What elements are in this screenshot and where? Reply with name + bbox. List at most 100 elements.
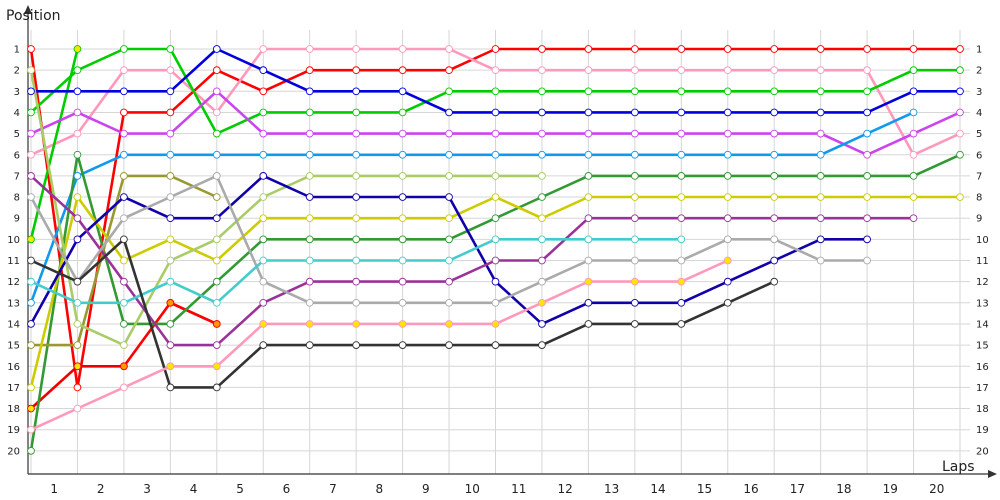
series-6-point (212, 129, 221, 138)
series-16-point (863, 214, 871, 223)
series-14-point (305, 172, 314, 180)
y-tick-label-left: 18 (7, 404, 20, 415)
y-tick-label-right: 2 (976, 66, 982, 77)
series-10-point (491, 150, 500, 159)
y-tick-label-left: 9 (14, 214, 20, 225)
series-13-point (630, 193, 639, 201)
series-17-point (27, 193, 35, 201)
series-18-point (259, 256, 268, 265)
series-5-point (863, 66, 871, 75)
series-15-point (491, 277, 500, 286)
series-11-point (166, 320, 175, 328)
series-18-point (584, 235, 593, 244)
series-5-point (166, 66, 175, 75)
y-axis-arrow (24, 5, 32, 14)
series-18-point (398, 256, 407, 265)
y-tick-label-right: 17 (976, 383, 989, 394)
series-6-point (73, 66, 82, 75)
series-8-point (305, 87, 314, 96)
series-6-point (863, 87, 871, 96)
series-21-point (398, 320, 407, 328)
y-tick-label-left: 20 (7, 446, 20, 457)
series-8-point (863, 108, 871, 117)
series-line-20 (30, 322, 265, 431)
series-16-point (259, 298, 268, 307)
series-8-point (352, 87, 361, 96)
x-tick-label: 1 (50, 482, 58, 496)
y-axis-label: Position (6, 8, 61, 24)
series-22-point (166, 362, 175, 371)
y-tick-label-right: 14 (976, 319, 989, 330)
y-tick-label-right: 10 (976, 235, 989, 246)
series-14-point (27, 66, 35, 75)
series-9-point (73, 108, 82, 117)
series-2-point (27, 404, 35, 413)
x-tick-label: 7 (329, 482, 337, 496)
series-19-point (398, 341, 407, 349)
series-1-point (677, 45, 686, 53)
series-19-point (677, 320, 686, 328)
series-9-point (816, 129, 825, 138)
y-tick-label-left: 3 (14, 87, 20, 98)
series-8-point (630, 108, 639, 117)
series-13-point (584, 193, 593, 201)
series-8-point (166, 87, 175, 96)
y-tick-label-right: 3 (976, 87, 982, 98)
series-6-point (816, 87, 825, 96)
series-5-point (584, 66, 593, 75)
series-17-point (398, 298, 407, 307)
series-6-point (956, 66, 964, 75)
series-10-point (166, 150, 175, 159)
series-9-point (305, 129, 314, 138)
series-14-point (538, 172, 546, 180)
x-tick-label: 4 (190, 482, 198, 496)
series-18-point (73, 298, 82, 307)
series-5-point (491, 66, 500, 75)
series-19-point (538, 341, 546, 349)
y-tick-label-right: 4 (976, 108, 982, 119)
series-20-point (120, 383, 128, 392)
series-line-16 (30, 174, 914, 347)
series-5-point (212, 108, 221, 117)
series-1-point (166, 108, 175, 117)
x-tick-label: 3 (143, 482, 151, 496)
series-11-point (491, 214, 500, 223)
series-13-point (73, 193, 82, 201)
x-tick-label: 16 (743, 482, 758, 496)
series-15-point (630, 298, 639, 307)
series-19-point (770, 277, 779, 286)
series-line-10 (29, 111, 915, 304)
x-tick-label: 9 (422, 482, 430, 496)
series-19-point (305, 341, 314, 349)
series-9-point (398, 129, 407, 138)
series-9-point (723, 129, 732, 138)
series-16-point (770, 214, 779, 223)
y-tick-label-right: 7 (976, 171, 982, 182)
series-1-point (398, 66, 407, 75)
x-tick-label: 11 (511, 482, 526, 496)
series-11-point (909, 172, 918, 180)
series-18-point (120, 298, 128, 307)
series-4-point (120, 362, 128, 371)
series-13-point (956, 193, 964, 201)
series-4-point (166, 298, 175, 307)
series-21-point (445, 320, 453, 328)
series-17-point (770, 235, 779, 244)
x-tick-label: 6 (283, 482, 291, 496)
series-16-point (27, 172, 35, 180)
y-tick-label-right: 8 (976, 193, 982, 204)
y-tick-label-left: 17 (7, 383, 20, 394)
series-17-point (723, 235, 732, 244)
series-1-point (305, 66, 314, 75)
series-6-point (398, 108, 407, 117)
series-9-point (584, 129, 593, 138)
series-10-point (259, 150, 268, 159)
series-1-point (909, 45, 918, 53)
series-15-point (770, 256, 779, 265)
series-8-point (212, 45, 221, 53)
series-16-point (538, 256, 546, 265)
x-axis-arrow (988, 470, 997, 478)
series-15-point (723, 277, 732, 286)
y-tick-label-right: 12 (976, 277, 989, 288)
y-tick-label-left: 5 (14, 129, 20, 140)
